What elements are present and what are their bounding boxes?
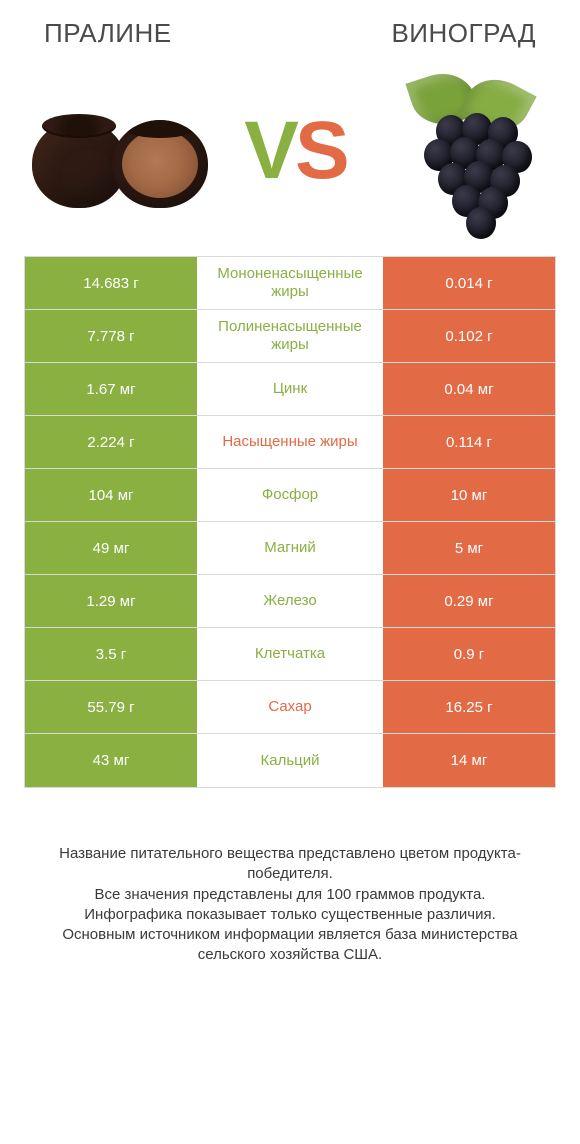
left-value: 1.29 мг: [25, 575, 197, 627]
footnote-line: Все значения представлены для 100 граммо…: [38, 885, 542, 905]
table-row: 1.67 мгЦинк0.04 мг: [25, 363, 555, 416]
comparison-table: 14.683 гМононенасыщенные жиры0.014 г7.77…: [24, 256, 556, 788]
left-value: 2.224 г: [25, 416, 197, 468]
right-value: 0.04 мг: [383, 363, 555, 415]
left-value: 14.683 г: [25, 257, 197, 309]
praline-image: [30, 86, 210, 216]
grape-image: [380, 73, 550, 228]
table-row: 2.224 гНасыщенные жиры0.114 г: [25, 416, 555, 469]
footnote-line: Основным источником информации является …: [38, 925, 542, 966]
vs-v: V: [244, 110, 295, 192]
table-row: 43 мгКальций14 мг: [25, 734, 555, 787]
nutrient-label: Полиненасыщенные жиры: [197, 310, 383, 362]
nutrient-label: Фосфор: [197, 469, 383, 521]
right-value: 16.25 г: [383, 681, 555, 733]
footnote-text: Название питательного вещества представл…: [24, 788, 556, 966]
title-left: ПРАЛИНЕ: [44, 18, 172, 49]
vs-label: V S: [244, 110, 345, 192]
right-value: 14 мг: [383, 734, 555, 787]
table-row: 104 мгФосфор10 мг: [25, 469, 555, 522]
left-value: 1.67 мг: [25, 363, 197, 415]
table-row: 49 мгМагний5 мг: [25, 522, 555, 575]
praline-cut-icon: [112, 120, 208, 208]
left-value: 7.778 г: [25, 310, 197, 362]
vs-s: S: [295, 110, 346, 192]
right-value: 0.014 г: [383, 257, 555, 309]
right-value: 5 мг: [383, 522, 555, 574]
nutrient-label: Магний: [197, 522, 383, 574]
nutrient-label: Насыщенные жиры: [197, 416, 383, 468]
right-value: 0.114 г: [383, 416, 555, 468]
infographic-page: ПРАЛИНЕ ВИНОГРАД V S 14.683 гМононенасыщ…: [0, 0, 580, 984]
nutrient-label: Кальций: [197, 734, 383, 787]
nutrient-label: Мононенасыщенные жиры: [197, 257, 383, 309]
left-value: 43 мг: [25, 734, 197, 787]
table-row: 7.778 гПолиненасыщенные жиры0.102 г: [25, 310, 555, 363]
table-row: 1.29 мгЖелезо0.29 мг: [25, 575, 555, 628]
nutrient-label: Сахар: [197, 681, 383, 733]
footnote-line: Название питательного вещества представл…: [38, 844, 542, 885]
nutrient-label: Железо: [197, 575, 383, 627]
right-value: 10 мг: [383, 469, 555, 521]
right-value: 0.9 г: [383, 628, 555, 680]
title-right: ВИНОГРАД: [391, 18, 536, 49]
left-value: 49 мг: [25, 522, 197, 574]
table-row: 3.5 гКлетчатка0.9 г: [25, 628, 555, 681]
hero-row: V S: [24, 51, 556, 256]
table-row: 55.79 гСахар16.25 г: [25, 681, 555, 734]
nutrient-label: Цинк: [197, 363, 383, 415]
titles-row: ПРАЛИНЕ ВИНОГРАД: [24, 18, 556, 51]
grape-icon: [466, 207, 496, 239]
nutrient-label: Клетчатка: [197, 628, 383, 680]
left-value: 3.5 г: [25, 628, 197, 680]
right-value: 0.29 мг: [383, 575, 555, 627]
left-value: 104 мг: [25, 469, 197, 521]
right-value: 0.102 г: [383, 310, 555, 362]
footnote-line: Инфографика показывает только существенн…: [38, 905, 542, 925]
left-value: 55.79 г: [25, 681, 197, 733]
table-row: 14.683 гМононенасыщенные жиры0.014 г: [25, 257, 555, 310]
